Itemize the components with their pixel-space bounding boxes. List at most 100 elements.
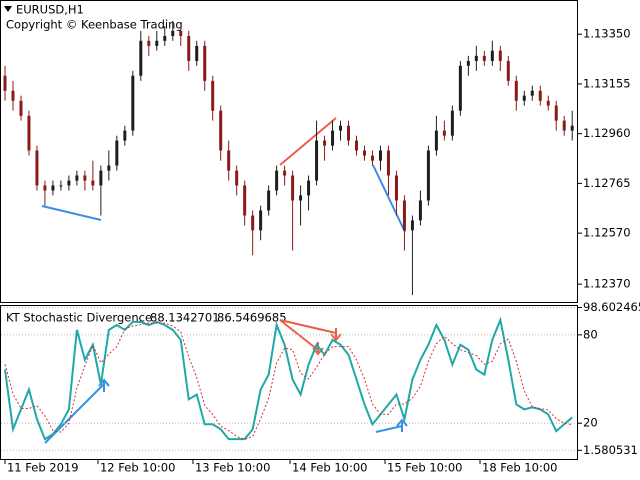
candle-body (67, 180, 71, 186)
candle-body (450, 110, 454, 136)
y-tick-label: 1.12370 (583, 277, 631, 291)
candle-body (323, 140, 327, 146)
y-tick-label: 1.12960 (583, 126, 631, 140)
candle-body (474, 55, 478, 61)
x-tick-label: 11 Feb 2019 (7, 461, 79, 475)
indicator-value: 88.1342701 (150, 311, 220, 325)
candle-body (155, 40, 159, 46)
candle-body (147, 40, 151, 46)
candle-body (394, 175, 398, 201)
candle-body (418, 200, 422, 221)
candle-body (243, 185, 247, 216)
y-tick-label: 1.13350 (583, 27, 631, 41)
chart-title: EURUSD,H1 (16, 3, 84, 17)
y-tick-label: 1.580531 (583, 443, 638, 457)
candle-body (123, 130, 127, 141)
candle-body (434, 130, 438, 151)
y-tick-label: 1.12570 (583, 226, 631, 240)
candle-body (490, 50, 494, 61)
buy-arrow (396, 418, 408, 432)
candle-body (219, 110, 223, 151)
main-panel (0, 0, 578, 303)
candle-body (378, 150, 382, 161)
y-tick-label: 1.13155 (583, 76, 631, 90)
series-line (4, 322, 573, 440)
x-tick-label: 12 Feb 10:00 (100, 461, 175, 475)
candle-body (426, 150, 430, 201)
candle-body (11, 90, 15, 101)
candle-body (522, 95, 526, 101)
indicator-panel (0, 305, 578, 460)
candle-body (546, 100, 550, 106)
candle-body (362, 150, 366, 156)
candle-body (35, 150, 39, 186)
candle-body (99, 170, 103, 186)
candle-body (131, 75, 135, 131)
candle-body (386, 150, 390, 176)
divergence-line (279, 117, 337, 166)
candle-body (179, 30, 183, 36)
candle-body (163, 35, 167, 41)
chart-subtitle: Copyright © Keenbase Trading (6, 18, 183, 32)
candle-body (554, 105, 558, 121)
candle-body (339, 125, 343, 131)
divergence-line (372, 164, 406, 233)
candle-body (506, 60, 510, 81)
candle-body (498, 50, 502, 61)
candle-body (51, 185, 55, 191)
collapse-icon (4, 6, 12, 12)
candle-body (347, 125, 351, 141)
candle-body (139, 40, 143, 76)
candle-body (107, 165, 111, 171)
candle-body (275, 170, 279, 191)
candle-body (315, 140, 319, 181)
divergence-line (375, 425, 403, 433)
candle-body (195, 45, 199, 61)
candle-body (59, 185, 63, 187)
candle-body (402, 200, 406, 231)
candle-body (211, 80, 215, 111)
candle-body (458, 65, 462, 111)
candle-body (283, 170, 287, 176)
divergence-line (41, 205, 102, 221)
candle-body (307, 180, 311, 196)
candle-body (19, 100, 23, 116)
candle-body (251, 215, 255, 231)
divergence-annotations (41, 117, 408, 444)
candle-body (3, 75, 7, 91)
candle-body (482, 55, 486, 61)
candle-body (75, 175, 79, 181)
candle-body (562, 120, 566, 131)
candle-body (171, 30, 175, 36)
candle-body (355, 140, 359, 151)
candle-body (530, 90, 534, 96)
divergence-line (279, 319, 337, 334)
y-tick-label: 20 (583, 416, 598, 430)
candle-body (442, 130, 446, 136)
candle-body (291, 175, 295, 201)
candle-body (227, 150, 231, 171)
x-tick-label: 13 Feb 10:00 (195, 461, 270, 475)
candle-body (370, 155, 374, 161)
y-tick-label: 98.602465 (583, 300, 640, 314)
y-tick-label: 80 (583, 327, 598, 341)
candle-body (538, 90, 542, 101)
candle-body (187, 35, 191, 61)
indicator-value: 86.5469685 (217, 311, 287, 325)
candle-body (91, 180, 95, 186)
sell-arrow (330, 328, 342, 342)
x-tick-label: 18 Feb 10:00 (482, 461, 557, 475)
candle-body (43, 185, 47, 191)
candle-body (235, 170, 239, 186)
candle-body (83, 175, 87, 181)
x-tick-label: 15 Feb 10:00 (387, 461, 462, 475)
series-line (4, 316, 573, 441)
x-tick-label: 14 Feb 10:00 (292, 461, 367, 475)
candle-body (410, 220, 414, 231)
candle-body (259, 210, 263, 231)
candle-body (115, 140, 119, 166)
candle-body (570, 125, 574, 131)
candle-body (331, 130, 335, 146)
candle-body (203, 45, 207, 81)
